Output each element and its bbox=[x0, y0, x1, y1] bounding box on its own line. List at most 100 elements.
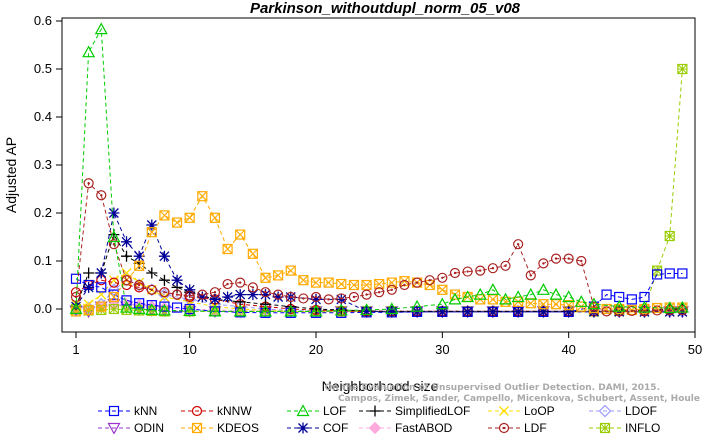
data-point-cof bbox=[171, 274, 183, 286]
data-point-ldf-dot bbox=[74, 295, 78, 299]
series-line-simplifiedlof bbox=[75, 233, 683, 312]
legend-item-odin: ODIN bbox=[98, 421, 164, 434]
data-point-ldf-dot bbox=[188, 294, 191, 297]
data-point-ldf bbox=[159, 287, 170, 298]
data-point-ldf bbox=[298, 293, 309, 304]
watermark-line2: On the Evaluation of Unsupervised Outlie… bbox=[325, 383, 660, 393]
data-point-kdeos-x bbox=[374, 279, 385, 289]
data-point-ldf-dot bbox=[201, 293, 204, 296]
data-point-ldf bbox=[626, 305, 637, 317]
data-point-ldf-dot bbox=[264, 291, 267, 294]
data-point-ldf-dot bbox=[251, 286, 255, 289]
data-point-cof bbox=[121, 236, 133, 248]
data-point-ldf bbox=[184, 290, 195, 301]
series-lof bbox=[69, 22, 689, 317]
data-point-ldf bbox=[273, 289, 284, 300]
legend-label-fastabod: FastABOD bbox=[395, 421, 453, 434]
data-point-knnw bbox=[108, 277, 119, 288]
legend-item-kdeos: KDEOS bbox=[181, 421, 259, 434]
data-point-lof bbox=[612, 299, 626, 312]
data-point-knn bbox=[171, 302, 183, 313]
data-point-knn bbox=[70, 273, 82, 284]
data-point-ldf-dot bbox=[605, 310, 608, 313]
data-point-ldf bbox=[500, 260, 511, 271]
data-point-ldf-dot bbox=[428, 279, 431, 282]
data-point-knn bbox=[652, 269, 663, 280]
legend-marker-lof bbox=[296, 404, 310, 417]
data-point-kdeos-x bbox=[247, 248, 258, 259]
x-tick-label: 40 bbox=[561, 342, 575, 357]
data-point-ldf bbox=[247, 282, 258, 293]
data-point-kdeos bbox=[83, 304, 94, 316]
data-point-ldf bbox=[323, 294, 334, 305]
data-point-lof bbox=[120, 300, 134, 313]
data-point-ldf bbox=[525, 270, 536, 281]
data-point-inflo-star bbox=[109, 304, 119, 314]
watermark-line1: Campos, Zimek, Sander, Campello, Micenko… bbox=[338, 394, 700, 404]
data-point-ldf-dot bbox=[655, 309, 659, 312]
data-point-inflo-star bbox=[134, 305, 145, 316]
data-point-ldf-dot bbox=[542, 262, 545, 265]
data-point-kdeos bbox=[323, 277, 334, 288]
data-point-ldf bbox=[652, 305, 663, 316]
data-point-cof bbox=[95, 267, 107, 279]
data-point-kdeos-x bbox=[134, 260, 145, 271]
data-point-cof bbox=[563, 306, 575, 318]
legend-label-lof: LOF bbox=[323, 404, 346, 418]
data-point-kdeos bbox=[538, 299, 549, 310]
data-point-ldf bbox=[235, 277, 246, 288]
data-point-lof bbox=[145, 303, 159, 316]
data-point-cof bbox=[386, 306, 398, 318]
data-point-kdeos-x bbox=[298, 275, 309, 286]
data-point-kdeos bbox=[209, 212, 221, 223]
data-point-ldf bbox=[108, 239, 119, 250]
legend-label-simplifiedlof: SimplifiedLOF bbox=[395, 404, 470, 418]
data-point-cof bbox=[259, 289, 271, 301]
data-point-kdeos bbox=[247, 248, 258, 259]
legend-label-odin: ODIN bbox=[134, 421, 164, 434]
legend-item-ldof: LDOF bbox=[589, 404, 657, 418]
data-point-cof bbox=[537, 306, 549, 318]
legend-item-ldf: LDF bbox=[488, 421, 547, 434]
data-point-kdeos-x bbox=[96, 301, 107, 312]
data-point-knn bbox=[664, 268, 675, 279]
legend-marker-ldof bbox=[598, 404, 612, 418]
data-point-simplifiedlof bbox=[146, 267, 158, 279]
data-point-kdeos-x bbox=[336, 279, 347, 289]
data-point-ldf bbox=[462, 266, 473, 277]
data-point-cof bbox=[222, 291, 234, 303]
x-tick-label: 10 bbox=[182, 342, 196, 357]
data-point-ldf bbox=[411, 277, 423, 288]
data-point-lof bbox=[511, 290, 525, 303]
legend-marker-cof bbox=[297, 422, 309, 434]
legend-label-ldof: LDOF bbox=[625, 404, 657, 418]
data-point-ldf-dot bbox=[137, 283, 141, 287]
data-point-kdeos-x bbox=[361, 280, 372, 290]
data-point-ldf-dot bbox=[567, 257, 570, 260]
data-point-ldf bbox=[197, 289, 208, 300]
x-tick-label: 30 bbox=[435, 342, 449, 357]
data-point-ldf bbox=[222, 278, 233, 290]
data-point-ldf-dot bbox=[504, 264, 507, 267]
legend-label-inflo: INFLO bbox=[625, 421, 660, 434]
data-point-kdeos bbox=[563, 300, 574, 311]
data-point-kdeos-x bbox=[184, 212, 195, 223]
data-point-knn bbox=[121, 295, 132, 306]
legend-marker-ldf-dot bbox=[502, 426, 506, 430]
legend-marker-inflo-star bbox=[600, 423, 610, 433]
y-tick-label: 0.1 bbox=[34, 253, 52, 268]
data-point-ldf-dot bbox=[365, 293, 368, 296]
data-point-ldf-dot bbox=[100, 194, 103, 197]
x-tick-label: 1 bbox=[72, 342, 79, 357]
data-point-ldf bbox=[449, 267, 461, 279]
data-point-kdeos-x bbox=[437, 284, 448, 295]
data-point-kdeos-x bbox=[260, 272, 271, 283]
legend-label-cof: COF bbox=[323, 421, 348, 434]
legend-item-simplifiedlof: SimplifiedLOF bbox=[359, 404, 470, 418]
data-point-lof bbox=[663, 301, 677, 314]
data-point-kdeos-x bbox=[172, 217, 182, 228]
data-point-kdeos-x bbox=[222, 244, 233, 254]
data-point-inflo-star bbox=[677, 64, 688, 74]
data-point-kdeos bbox=[159, 210, 170, 221]
